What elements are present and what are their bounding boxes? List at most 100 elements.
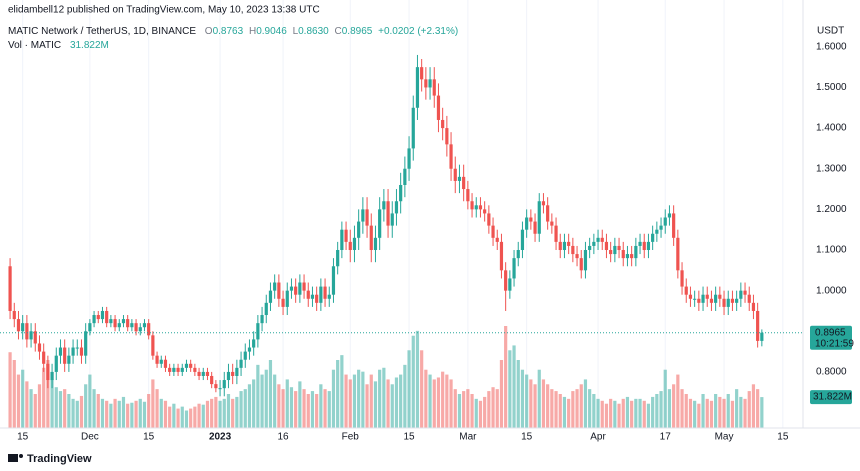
volume-bar [252, 379, 256, 428]
candle-body [714, 294, 718, 303]
volume-bar [621, 398, 625, 428]
candle-body [138, 327, 142, 332]
volume-pane [8, 326, 764, 428]
candle-body [163, 359, 168, 368]
ohlc-value: 0.8965 [342, 26, 373, 37]
time-axis: 15 Dec 15 2023 16 Feb 15 Mar 15 Apr 17 May 15 [17, 432, 789, 443]
volume-bar [617, 403, 621, 428]
candle-body [592, 241, 596, 246]
candle-body [730, 298, 735, 303]
volume-bar [701, 394, 705, 428]
volume-bar [134, 400, 138, 428]
candle-body [79, 347, 84, 356]
volume-bar [151, 379, 155, 428]
volume-bar [483, 396, 487, 428]
volume-bar [693, 400, 697, 428]
candle-body [50, 371, 54, 381]
candle-body [88, 323, 92, 332]
candle-body [512, 258, 516, 279]
candle-body [756, 310, 760, 341]
volume-bar [222, 398, 226, 428]
volume-bar [331, 369, 336, 428]
volume-bar [411, 335, 415, 428]
candle-body [739, 290, 743, 299]
candle-body [499, 241, 504, 271]
volume-bar [365, 384, 369, 428]
ohlc-value: 0.8763 [213, 26, 244, 37]
volume-bar [243, 389, 247, 428]
volume-bar [655, 394, 659, 428]
candle-body [369, 225, 373, 251]
volume-bar [541, 379, 546, 428]
volume-bar [231, 398, 235, 428]
volume-bar [268, 360, 273, 428]
candle-body [231, 371, 235, 376]
candle-body [8, 266, 12, 311]
candle-body [457, 176, 462, 181]
candle-body [613, 245, 617, 255]
volume-bar [54, 387, 58, 428]
candle-body [760, 332, 764, 341]
change: +0.0202 (+2.31%) [378, 26, 458, 37]
volume-bar [247, 384, 252, 428]
volume-bar [445, 374, 449, 428]
candle-body [525, 217, 529, 230]
candle-body [436, 95, 441, 120]
candle-body [529, 217, 533, 222]
y-tick-label: 1.1000 [816, 245, 847, 256]
candle-body [130, 323, 134, 328]
candle-body [348, 241, 352, 251]
volume-bar [37, 384, 42, 428]
volume-bar [672, 384, 676, 428]
candle-body [373, 237, 378, 251]
volume-bar [386, 379, 390, 428]
x-tick-label: 15 [521, 432, 533, 443]
candle-body [323, 286, 327, 299]
candle-body [151, 335, 155, 356]
candle-body [562, 241, 567, 251]
volume-bar [697, 403, 701, 428]
volume-bar [159, 398, 163, 428]
volume-title: Vol · MATIC [8, 40, 61, 51]
candle-body [449, 144, 453, 169]
volume-bar [604, 403, 609, 428]
candle-body [218, 388, 222, 390]
volume-bar [226, 394, 231, 428]
x-tick-label: 15 [403, 432, 415, 443]
candle-body [470, 201, 474, 210]
volume-bar [646, 403, 651, 428]
volume-bar [218, 400, 222, 428]
candle-body [75, 347, 79, 349]
volume-bar [113, 398, 117, 428]
volume-bar [357, 369, 361, 428]
volume-bar [441, 371, 445, 428]
volume-bar [138, 398, 142, 428]
candle-body [21, 323, 25, 332]
volume-bar [172, 403, 176, 428]
price-tag [810, 325, 852, 350]
candle-body [621, 250, 625, 259]
volume-bar [46, 360, 50, 428]
candle-body [495, 237, 499, 242]
volume-bar [466, 389, 470, 428]
volume-tag-label: 31.822M [813, 392, 852, 403]
candle-body [386, 201, 390, 226]
volume-bar [747, 391, 751, 428]
candle-body [340, 229, 344, 251]
volume-bar [588, 389, 592, 428]
volume-bar [428, 374, 432, 428]
x-tick-label: 15 [17, 432, 29, 443]
candle-body [541, 201, 546, 206]
volume-bar [424, 369, 428, 428]
volume-bar [630, 400, 634, 428]
candle-body [147, 323, 151, 336]
candle-body [63, 347, 67, 364]
candle-body [239, 359, 243, 368]
volume-bar [273, 374, 277, 428]
volume-bar [470, 394, 474, 428]
candle-body [243, 351, 247, 360]
candle-body [550, 221, 554, 226]
y-tick-label: 1.6000 [816, 41, 847, 52]
